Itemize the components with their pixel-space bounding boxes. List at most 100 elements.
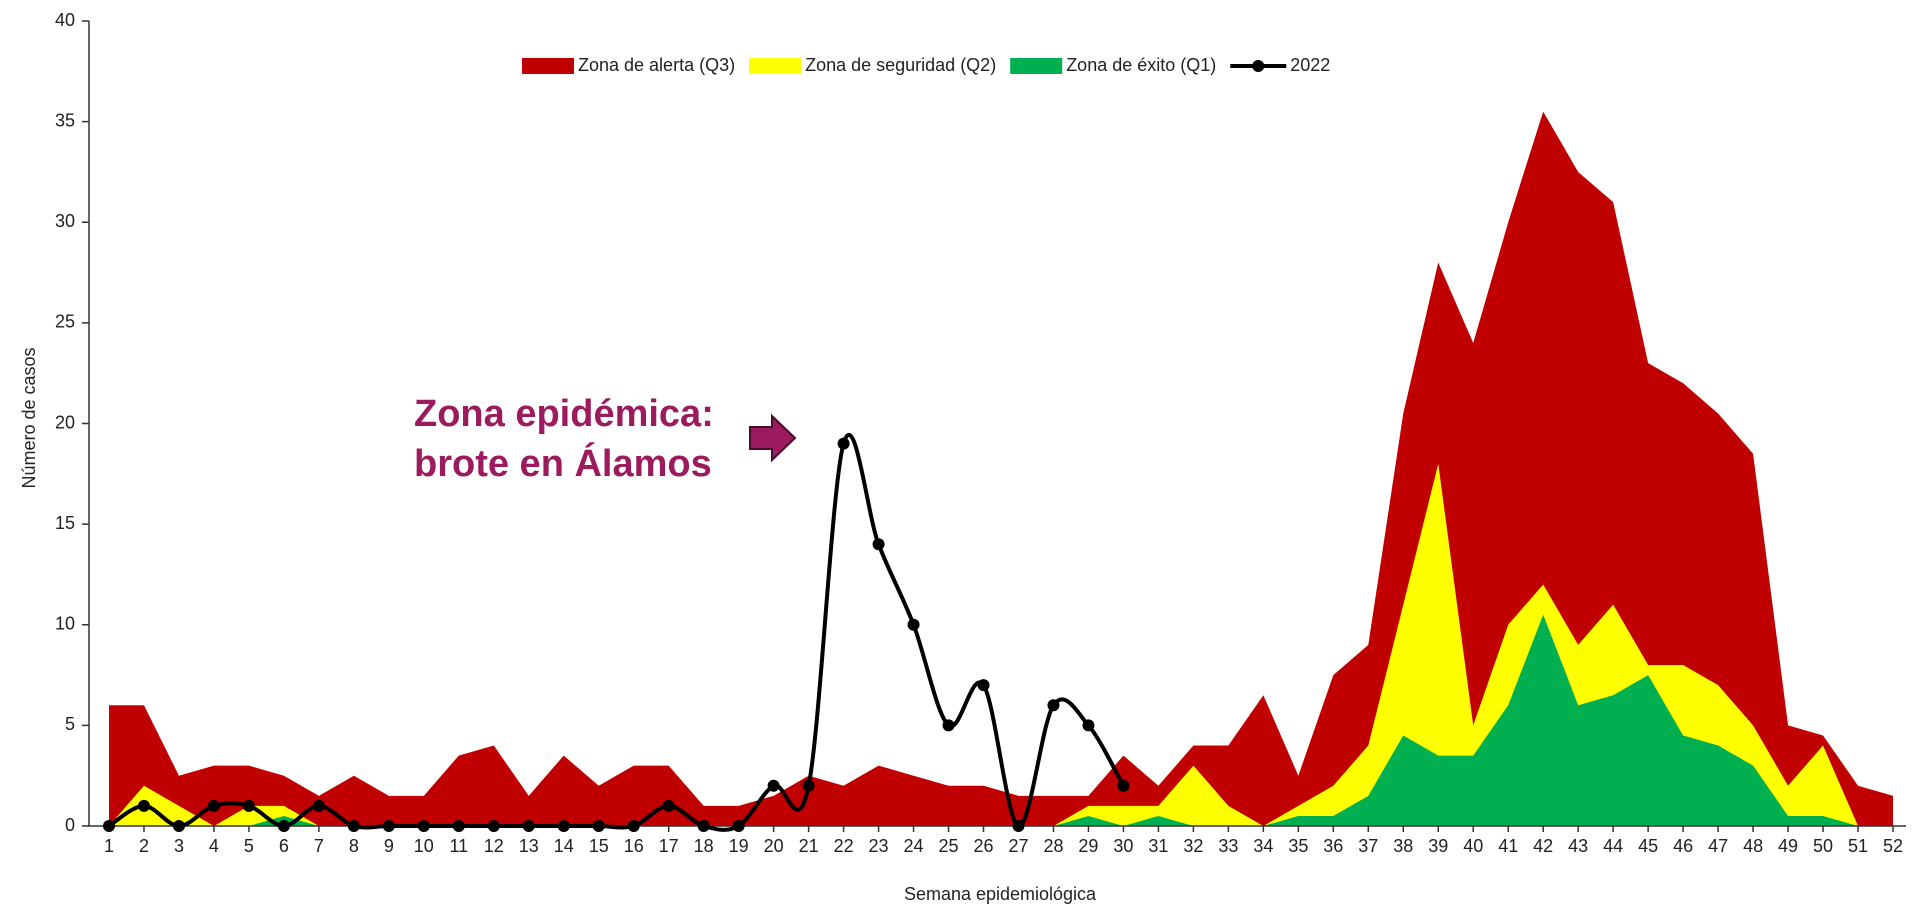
x-tick-label: 14 bbox=[554, 836, 574, 856]
y-tick-label: 30 bbox=[55, 211, 75, 231]
marker bbox=[767, 779, 780, 792]
x-tick-label: 5 bbox=[244, 836, 254, 856]
marker bbox=[1012, 820, 1025, 832]
x-tick-label: 19 bbox=[729, 836, 749, 856]
y-tick-label: 25 bbox=[55, 312, 75, 332]
x-tick-label: 51 bbox=[1848, 836, 1868, 856]
x-tick-label: 27 bbox=[1008, 836, 1028, 856]
x-tick-label: 22 bbox=[834, 836, 854, 856]
x-tick-label: 52 bbox=[1883, 836, 1903, 856]
x-tick-label: 40 bbox=[1463, 836, 1483, 856]
y-tick-label: 40 bbox=[55, 10, 75, 30]
legend-label: 2022 bbox=[1290, 55, 1330, 75]
marker bbox=[382, 820, 395, 832]
legend-swatch bbox=[1010, 58, 1063, 74]
line bbox=[107, 432, 1126, 832]
x-tick-label: 35 bbox=[1288, 836, 1308, 856]
x-tick-label: 26 bbox=[973, 836, 993, 856]
x-tick-label: 44 bbox=[1603, 836, 1623, 856]
x-tick-label: 49 bbox=[1778, 836, 1798, 856]
x-tick-label: 48 bbox=[1743, 836, 1763, 856]
x-tick-label: 24 bbox=[904, 836, 924, 856]
y-tick-label: 15 bbox=[55, 513, 75, 533]
x-tick-label: 10 bbox=[414, 836, 434, 856]
x-tick-label: 21 bbox=[799, 836, 819, 856]
marker bbox=[592, 820, 605, 832]
x-tick-label: 7 bbox=[314, 836, 324, 856]
x-tick-label: 38 bbox=[1393, 836, 1413, 856]
x-tick-label: 32 bbox=[1183, 836, 1203, 856]
marker bbox=[487, 820, 500, 832]
x-tick-label: 18 bbox=[694, 836, 714, 856]
legend-item: Zona de alerta (Q3) bbox=[522, 55, 735, 75]
x-tick-label: 33 bbox=[1218, 836, 1238, 856]
marker bbox=[417, 820, 430, 832]
x-tick-label: 45 bbox=[1638, 836, 1658, 856]
y-tick-label: 0 bbox=[65, 815, 75, 835]
x-tick-label: 28 bbox=[1043, 836, 1063, 856]
x-tick-label: 41 bbox=[1498, 836, 1518, 856]
marker bbox=[907, 618, 920, 631]
marker bbox=[312, 799, 325, 812]
legend-item: Zona de éxito (Q1) bbox=[1010, 55, 1216, 75]
marker bbox=[522, 820, 535, 832]
marker bbox=[242, 799, 255, 812]
marker bbox=[1082, 719, 1095, 732]
legend-label: Zona de éxito (Q1) bbox=[1066, 55, 1216, 75]
annotation: brote en Álamos bbox=[414, 441, 712, 485]
marker bbox=[697, 820, 710, 832]
x-tick-label: 50 bbox=[1813, 836, 1833, 856]
x-tick-label: 31 bbox=[1148, 836, 1168, 856]
marker bbox=[942, 719, 955, 732]
legend-swatch bbox=[522, 58, 574, 74]
x-tick-label: 15 bbox=[589, 836, 609, 856]
x-tick-label: 34 bbox=[1253, 836, 1273, 856]
x-tick-label: 6 bbox=[279, 836, 289, 856]
x-tick-label: 36 bbox=[1323, 836, 1343, 856]
x-tick-label: 8 bbox=[349, 836, 359, 856]
marker bbox=[137, 799, 150, 812]
marker bbox=[872, 538, 885, 551]
marker bbox=[277, 820, 290, 832]
x-tick-label: 2 bbox=[139, 836, 149, 856]
x-tick-label: 16 bbox=[624, 836, 644, 856]
marker bbox=[977, 679, 990, 692]
x-tick-label: 29 bbox=[1078, 836, 1098, 856]
x-tick-label: 39 bbox=[1428, 836, 1448, 856]
x-tick-label: 12 bbox=[484, 836, 504, 856]
marker bbox=[662, 799, 675, 812]
marker bbox=[103, 820, 115, 832]
legend-swatch bbox=[1252, 60, 1265, 72]
marker bbox=[732, 820, 745, 832]
x-tick-label: 20 bbox=[764, 836, 784, 856]
legend-item: 2022 bbox=[1230, 55, 1330, 75]
x-tick-label: 4 bbox=[209, 836, 219, 856]
y-tick-label: 5 bbox=[65, 714, 75, 734]
y-tick-label: 35 bbox=[55, 110, 75, 130]
y-tick-label: 20 bbox=[55, 412, 75, 432]
x-tick-label: 47 bbox=[1708, 836, 1728, 856]
marker bbox=[627, 820, 640, 832]
x-axis-label: Semana epidemiológica bbox=[904, 884, 1097, 904]
marker bbox=[802, 779, 815, 792]
x-tick-label: 43 bbox=[1568, 836, 1588, 856]
x-tick-label: 30 bbox=[1113, 836, 1133, 856]
x-tick-label: 46 bbox=[1673, 836, 1693, 856]
area bbox=[109, 614, 1893, 826]
marker bbox=[1117, 779, 1130, 792]
marker bbox=[172, 820, 185, 832]
marker bbox=[207, 799, 220, 812]
x-tick-label: 3 bbox=[174, 836, 184, 856]
x-tick-label: 25 bbox=[939, 836, 959, 856]
marker bbox=[557, 820, 570, 832]
marker bbox=[347, 820, 360, 832]
x-tick-label: 9 bbox=[384, 836, 394, 856]
x-tick-label: 11 bbox=[449, 836, 468, 856]
legend-swatch bbox=[749, 58, 802, 74]
marker bbox=[1047, 699, 1060, 712]
x-tick-label: 1 bbox=[104, 836, 114, 856]
arrow bbox=[749, 413, 797, 463]
x-tick-label: 37 bbox=[1358, 836, 1378, 856]
marker bbox=[452, 820, 465, 832]
